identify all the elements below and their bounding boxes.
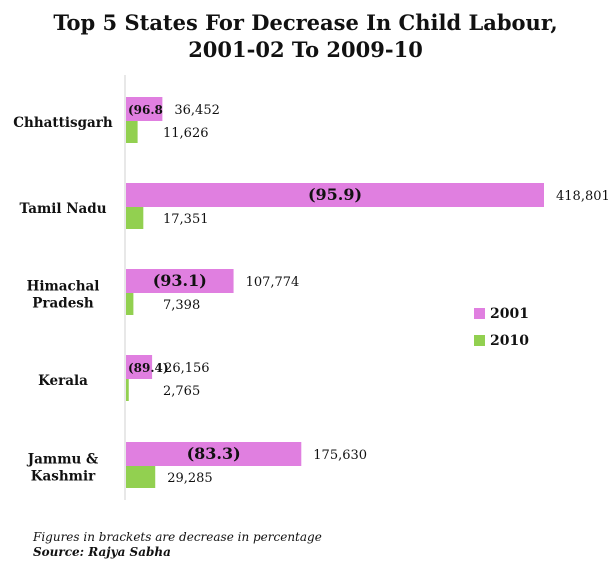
bar-2010-2 xyxy=(126,207,144,229)
percent-annotation-4: (89.4) xyxy=(128,361,169,375)
bar-2001-3 xyxy=(126,269,234,293)
bar-2001-2 xyxy=(126,183,544,207)
percent-annotation-3: (93.1) xyxy=(153,271,207,290)
legend-label-2010: 2010 xyxy=(490,333,529,349)
data-label-2001-5: 175,630 xyxy=(313,448,367,463)
category-label-2: Tamil Nadu xyxy=(19,201,106,217)
percent-annotation-2: (95.9) xyxy=(308,185,362,204)
category-label-5-line-2: Kashmir xyxy=(31,469,96,485)
percent-annotation-5: (83.3) xyxy=(187,444,241,463)
bar-2001-5 xyxy=(126,442,302,466)
data-label-2001-2: 418,801 xyxy=(556,189,610,204)
chart-title-line-1: Top 5 States For Decrease In Child Labou… xyxy=(53,10,558,35)
legend-swatch-2010 xyxy=(474,335,485,346)
data-label-2001-3: 107,774 xyxy=(246,275,300,290)
data-label-2010-3: 7,398 xyxy=(163,298,200,313)
footnote: Figures in brackets are decrease in perc… xyxy=(33,530,322,544)
bar-2001-1 xyxy=(126,97,163,121)
category-label-3-line-2: Pradesh xyxy=(32,296,94,312)
data-label-2010-4: 2,765 xyxy=(163,384,200,399)
data-label-2010-1: 11,626 xyxy=(163,126,209,141)
chart-title-line-2: 2001-02 To 2009-10 xyxy=(188,37,423,62)
data-label-2001-4: 26,156 xyxy=(164,361,210,376)
legend-label-2001: 2001 xyxy=(490,306,529,322)
bar-2010-4 xyxy=(126,379,129,401)
category-label-1: Chhattisgarh xyxy=(13,115,113,131)
bar-2010-1 xyxy=(126,121,138,143)
bar-2001-4 xyxy=(126,355,153,379)
bar-2010-3 xyxy=(126,293,134,315)
data-label-2010-5: 29,285 xyxy=(167,471,213,486)
category-label-5-line-1: Jammu & xyxy=(27,452,98,468)
data-label-2010-2: 17,351 xyxy=(163,212,209,227)
category-label-4: Kerala xyxy=(38,373,88,389)
source-note: Source: Rajya Sabha xyxy=(33,545,171,559)
data-label-2001-1: 36,452 xyxy=(174,103,220,118)
bar-2010-5 xyxy=(126,466,156,488)
category-label-3-line-1: Himachal xyxy=(27,279,100,295)
percent-annotation-1: (96.8 xyxy=(128,103,163,117)
chart-title: Top 5 States For Decrease In Child Labou… xyxy=(0,9,611,63)
legend-swatch-2001 xyxy=(474,308,485,319)
